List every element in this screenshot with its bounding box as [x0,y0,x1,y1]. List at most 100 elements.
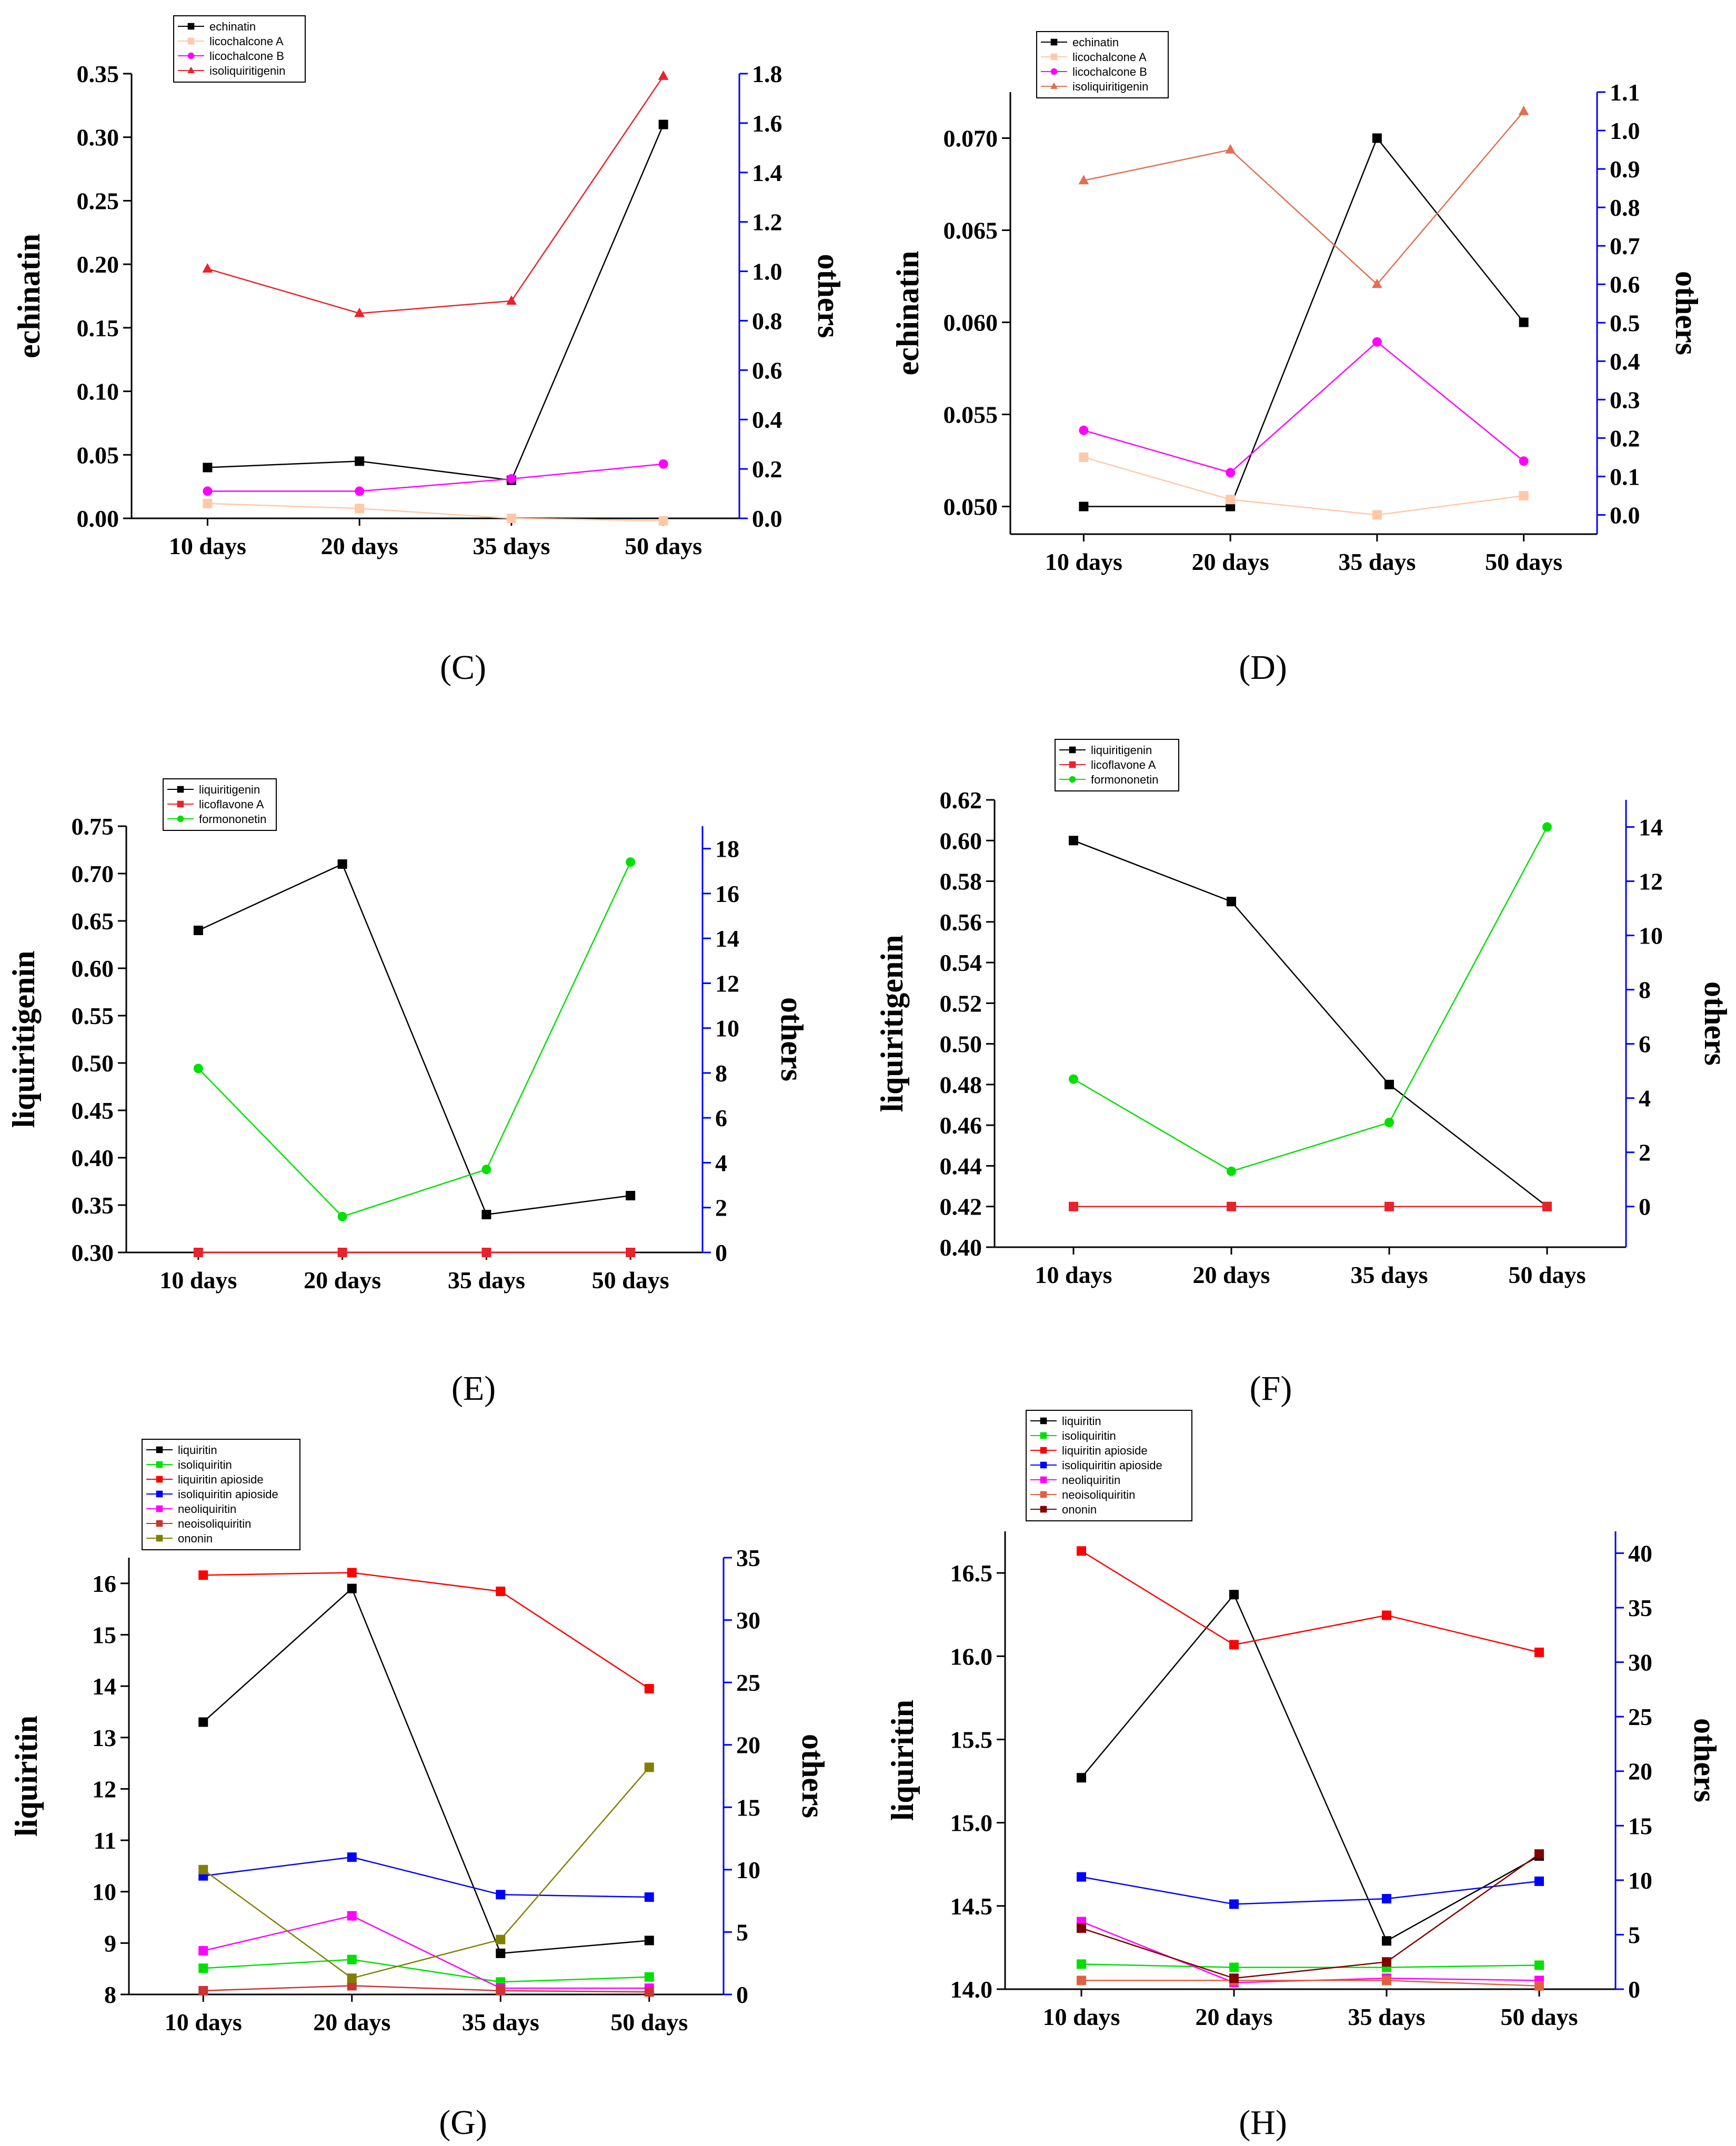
data-point [506,514,516,523]
data-point [354,307,365,317]
series-line [203,1767,650,1979]
y2-tick-label: 0.4 [1610,348,1640,375]
legend-marker [156,1476,163,1483]
y-tick-label: 0.58 [940,868,982,895]
data-point [1382,1957,1391,1967]
data-point [1079,452,1089,462]
x-tick-label: 50 days [1509,1261,1586,1288]
y-tick-label: 0.42 [940,1194,982,1220]
series-line [198,863,631,1216]
x-tick-label: 35 days [473,533,550,559]
y-tick-label: 0.52 [940,990,982,1017]
x-tick-label: 10 days [1045,548,1122,575]
y-tick-label: 0.35 [72,1192,114,1219]
y2-tick-label: 12 [715,970,739,997]
x-tick-label: 35 days [1338,548,1416,575]
data-point [1078,175,1089,185]
y-tick-label: 0.54 [940,949,982,976]
legend-marker [156,1446,163,1453]
data-point [658,516,668,526]
data-point [1077,1975,1086,1985]
data-point [481,1210,491,1219]
y2-axis-title: others [1698,981,1733,1066]
y-axis-title: echinatin [890,251,925,376]
y2-tick-label: 0.0 [752,505,782,532]
data-point [1382,1936,1391,1946]
y-tick-label: 11 [94,1827,116,1854]
data-point [481,1248,491,1257]
x-tick-label: 10 days [159,1267,237,1293]
y2-tick-label: 8 [715,1060,727,1087]
data-point [481,1165,491,1175]
data-point [347,1583,357,1593]
y2-tick-label: 5 [1628,1921,1640,1948]
x-tick-label: 20 days [321,533,398,559]
y-tick-label: 0.40 [72,1145,114,1171]
y-tick-label: 0.65 [72,908,114,935]
data-point [203,498,213,508]
data-point [355,504,365,514]
y2-tick-label: 0.8 [1610,194,1640,221]
legend-marker [156,1520,163,1527]
data-point [1226,495,1236,505]
chart-panel-2: 10 days 20 days 35 days 50 days 0.30 0.35 0.40… [6,778,809,1408]
data-point [1077,1546,1086,1556]
legend-marker [1040,1417,1047,1425]
data-point [1229,1640,1239,1650]
x-tick-label: 10 days [165,2009,242,2035]
y-axis-title: liquiritin [9,1716,44,1837]
data-point [198,1570,208,1580]
y2-tick-label: 16 [715,880,739,907]
y2-tick-label: 0.4 [752,406,782,433]
y2-tick-label: 40 [1628,1540,1652,1567]
y2-axis-title: others [775,997,809,1081]
y2-tick-label: 15 [736,1794,760,1821]
series-line [203,1856,649,1898]
legend-marker [187,37,195,45]
data-point [626,857,636,867]
legend-label: formononetin [1091,773,1158,786]
legend-marker [1050,53,1058,61]
y2-tick-label: 4 [715,1149,727,1176]
y-tick-label: 0.60 [72,955,114,982]
x-tick-label: 10 days [169,533,246,559]
x-tick-label: 20 days [1196,2003,1273,2030]
y2-tick-label: 35 [736,1545,760,1571]
series-line [1081,1921,1540,1983]
y2-tick-label: 4 [1639,1085,1651,1112]
data-point [1382,1975,1391,1985]
legend-marker [1040,1491,1047,1498]
y-tick-label: 0.070 [944,125,998,152]
y2-tick-label: 2 [715,1195,727,1221]
x-tick-label: 50 days [625,533,702,559]
legend-label: isoliquiritigenin [1072,80,1148,93]
data-point [626,1248,636,1257]
y2-tick-label: 10 [736,1857,760,1883]
y2-tick-label: 5 [736,1919,748,1946]
data-point [347,1852,357,1862]
y-tick-label: 0.15 [77,315,119,342]
chart-panel-3: 10 days 20 days 35 days 50 days 0.40 0.42 0.44… [875,739,1733,1408]
data-point [1372,510,1382,520]
y-tick-label: 15.0 [950,1810,993,1837]
y-tick-label: 0.45 [72,1097,114,1124]
y-tick-label: 16.5 [950,1560,993,1587]
y2-tick-label: 25 [736,1669,760,1696]
legend-marker [177,815,184,823]
y-tick-label: 0.35 [77,61,119,87]
y-tick-label: 10 [92,1879,116,1906]
data-point [1229,1973,1239,1983]
data-point [1077,1923,1086,1933]
x-tick-label: 50 days [1501,2003,1578,2030]
y-axis-title: liquiritigenin [6,951,41,1128]
data-point [626,1191,636,1200]
y-tick-label: 0.60 [940,827,982,854]
data-point [198,1717,208,1727]
data-point [347,1954,357,1964]
legend-marker [1040,1476,1047,1483]
data-point [644,1762,654,1772]
x-tick-label: 35 days [1348,2003,1426,2030]
data-point [202,263,213,273]
y2-tick-label: 0 [1639,1194,1651,1220]
